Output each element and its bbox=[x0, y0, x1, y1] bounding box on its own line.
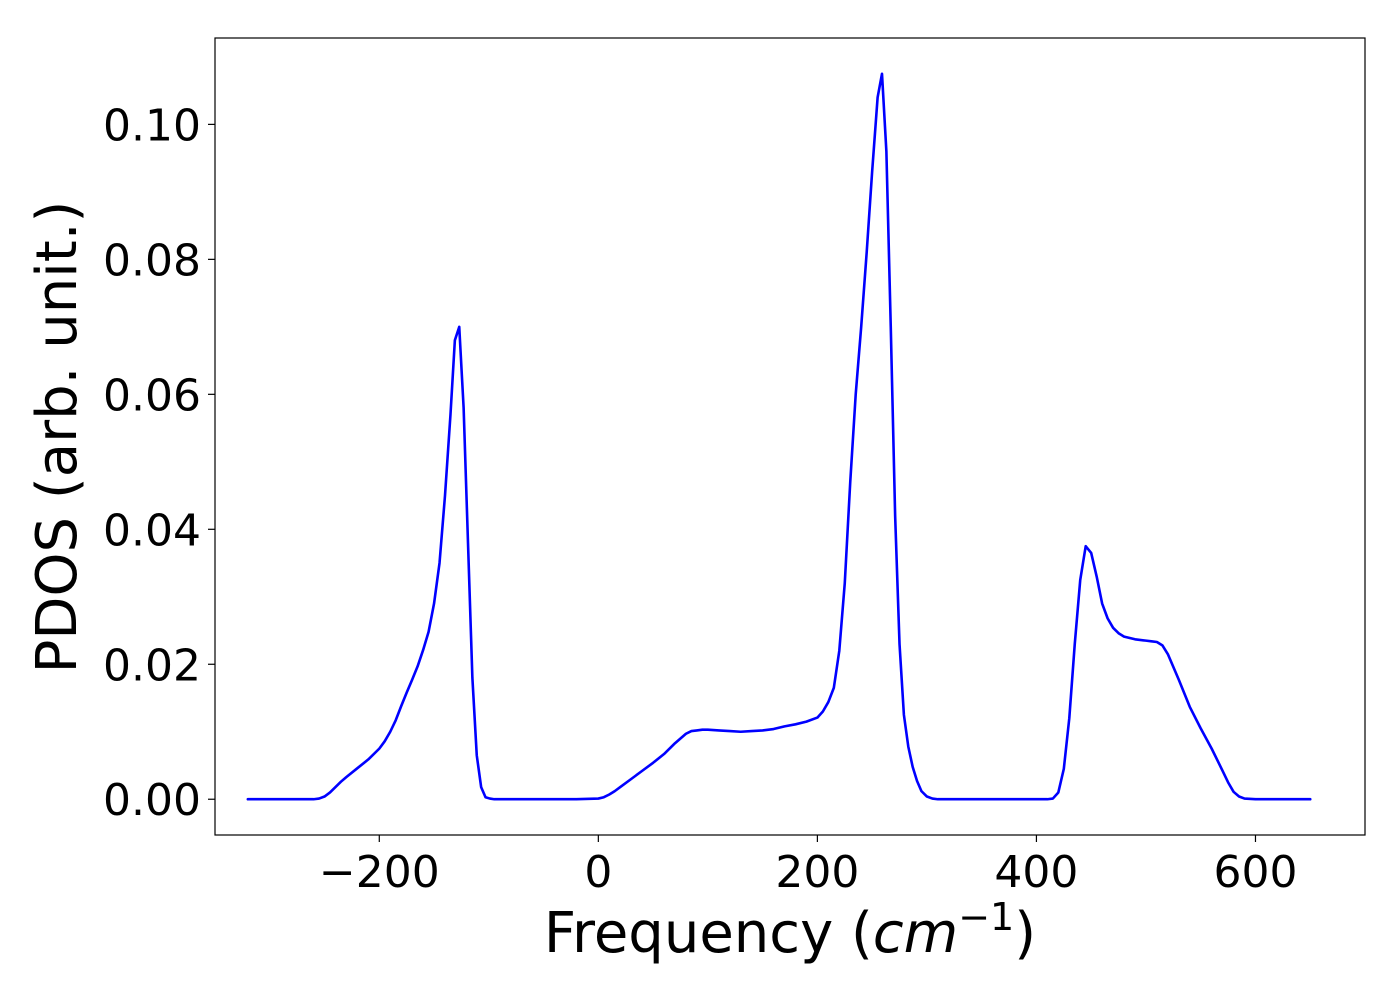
series-layer bbox=[246, 72, 1312, 801]
x-tick-label: 0 bbox=[584, 847, 612, 898]
y-tick-label: 0.06 bbox=[103, 370, 201, 421]
pdos-series-line bbox=[246, 72, 1312, 801]
x-axis-ticks: −200 0 200 400 600 bbox=[319, 835, 1297, 898]
plot-area bbox=[214, 37, 1366, 836]
y-tick-label: 0.10 bbox=[103, 100, 201, 151]
y-tick-label: 0.00 bbox=[103, 775, 201, 826]
x-axis-label-prefix: Frequency ( bbox=[544, 901, 873, 966]
x-axis-label-suffix: ) bbox=[1014, 901, 1036, 966]
y-axis-label: PDOS (arb. unit.) bbox=[25, 201, 90, 674]
x-tick-label: 600 bbox=[1213, 847, 1297, 898]
x-axis-label-superscript: −1 bbox=[958, 895, 1014, 939]
y-tick-label: 0.08 bbox=[103, 235, 201, 286]
x-axis-label: Frequency (cm−1) bbox=[544, 895, 1036, 966]
y-tick-label: 0.04 bbox=[103, 505, 201, 556]
x-tick-label: 200 bbox=[775, 847, 859, 898]
x-axis-label-math: cm bbox=[873, 901, 958, 966]
y-axis-ticks: 0.00 0.02 0.04 0.06 0.08 0.10 bbox=[103, 100, 215, 826]
y-tick-label: 0.02 bbox=[103, 640, 201, 691]
x-tick-label: −200 bbox=[319, 847, 440, 898]
x-tick-label: 400 bbox=[994, 847, 1078, 898]
